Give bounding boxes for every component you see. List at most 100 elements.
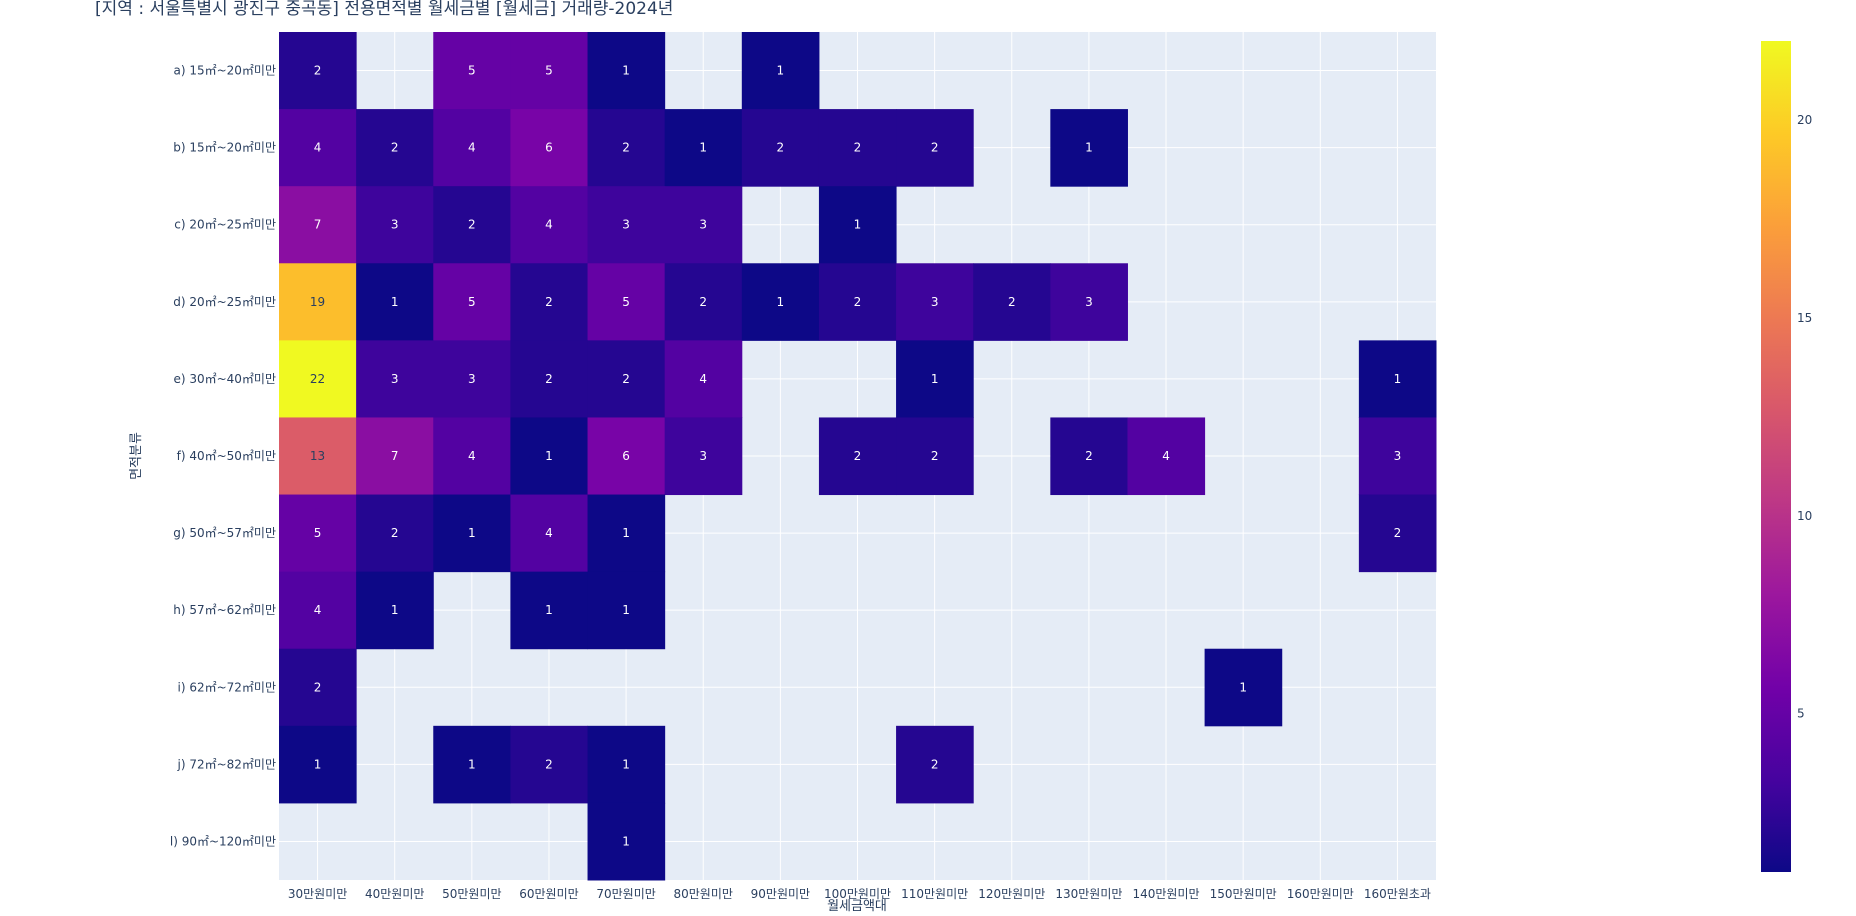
cell-value-label: 2 — [931, 449, 939, 463]
cell-value-label: 2 — [468, 218, 476, 232]
y-tick-label: i) 62㎡~72㎡미만 — [177, 680, 276, 694]
cell-value-label: 2 — [314, 64, 322, 78]
cell-value-label: 2 — [545, 295, 553, 309]
heatmap-cell — [279, 32, 357, 110]
cell-value-label: 1 — [622, 834, 630, 848]
colorbar-tick-label: 10 — [1797, 509, 1812, 523]
y-tick-label: b) 15㎡~20㎡미만 — [173, 141, 276, 155]
heatmap-cell — [587, 571, 666, 650]
cell-value-label: 13 — [310, 449, 325, 463]
heatmap-cell — [1050, 263, 1128, 341]
heatmap-cell — [664, 109, 743, 187]
y-tick-label: j) 72㎡~82㎡미만 — [176, 757, 276, 771]
heatmap-cell — [1050, 109, 1128, 187]
cell-value-label: 4 — [1162, 449, 1170, 463]
heatmap-cell — [896, 340, 974, 418]
heatmap-cell — [433, 725, 511, 804]
x-tick-label: 160만원초과 — [1364, 887, 1431, 901]
cell-value-label: 3 — [699, 449, 707, 463]
heatmap-cell — [587, 186, 666, 264]
cell-value-label: 4 — [468, 141, 476, 155]
y-axis-ticks: a) 15㎡~20㎡미만 b) 15㎡~20㎡미만 c) 20㎡~25㎡미만 d) 2… — [170, 64, 276, 849]
heatmap-cell — [356, 340, 434, 418]
heatmap-cell — [279, 340, 357, 418]
colorbar — [1761, 41, 1791, 872]
x-axis-ticks: 30만원미만 40만원미만 50만원미만 60만원미만 70만원미만 80만원미만 90만원… — [288, 887, 1431, 901]
heatmap-cell — [433, 109, 511, 187]
heatmap-cell — [1204, 648, 1283, 727]
heatmap-cell — [356, 186, 434, 264]
y-tick-label: l) 90㎡~120㎡미만 — [170, 834, 276, 848]
cell-value-label: 5 — [622, 295, 630, 309]
heatmap-cell — [587, 417, 666, 496]
cell-value-label: 1 — [391, 603, 399, 617]
cell-value-label: 2 — [1394, 526, 1402, 540]
cell-value-label: 3 — [391, 372, 399, 386]
cell-value-label: 2 — [545, 372, 553, 386]
cell-value-label: 2 — [391, 141, 399, 155]
cell-value-label: 2 — [391, 526, 399, 540]
cell-value-label: 2 — [545, 757, 553, 771]
heatmap-cell-labels: 2 5 5 1 14 2 4 6 2 1 2 2 2 17 3 2 4 3 3 119 1 5 2 5 2 1 2 3 2 322 3 3 2 2… — [310, 64, 1401, 849]
heatmap-cell — [510, 340, 589, 418]
heatmap-cell — [356, 109, 434, 187]
cell-value-label: 6 — [545, 141, 553, 155]
chart-title: [지역 : 서울특별시 광진구 중곡동] 전용면적별 월세금별 [월세금] 거래… — [95, 0, 673, 19]
cell-value-label: 4 — [314, 603, 322, 617]
cell-value-label: 7 — [391, 449, 399, 463]
heatmap-cell — [1050, 417, 1128, 496]
heatmap-cell — [818, 186, 897, 264]
cell-value-label: 1 — [545, 603, 553, 617]
cell-value-label: 19 — [310, 295, 325, 309]
cell-value-label: 1 — [699, 141, 707, 155]
heatmap-cell — [433, 263, 511, 341]
x-tick-label: 160만원미만 — [1287, 887, 1354, 901]
heatmap-cell — [818, 417, 897, 496]
cell-value-label: 1 — [1085, 141, 1093, 155]
heatmap-cell — [741, 263, 820, 341]
cell-value-label: 2 — [622, 141, 630, 155]
heatmap-cell — [433, 494, 511, 573]
y-tick-label: h) 57㎡~62㎡미만 — [173, 603, 276, 617]
y-tick-label: d) 20㎡~25㎡미만 — [173, 295, 276, 309]
heatmap-cell — [279, 571, 357, 650]
cell-value-label: 4 — [545, 218, 553, 232]
x-tick-label: 100만원미만 — [824, 887, 891, 901]
heatmap-cell — [973, 263, 1051, 341]
heatmap-cell — [356, 494, 434, 573]
cell-value-label: 1 — [468, 526, 476, 540]
cell-value-label: 6 — [622, 449, 630, 463]
cell-value-label: 5 — [468, 295, 476, 309]
heatmap-cell — [356, 263, 434, 341]
heatmap-cell — [741, 32, 820, 110]
cell-value-label: 2 — [854, 449, 862, 463]
x-tick-label: 50만원미만 — [442, 887, 501, 901]
heatmap-cell — [279, 648, 357, 727]
heatmap-cell — [279, 725, 357, 804]
cell-value-label: 2 — [699, 295, 707, 309]
heatmap-cell — [1127, 417, 1206, 496]
cell-value-label: 5 — [545, 64, 553, 78]
cell-value-label: 2 — [854, 141, 862, 155]
cell-value-label: 4 — [468, 449, 476, 463]
cell-value-label: 5 — [314, 526, 322, 540]
heatmap-cell — [356, 571, 434, 650]
heatmap-cell — [279, 109, 357, 187]
heatmap-cell — [587, 494, 666, 573]
heatmap-cell — [587, 109, 666, 187]
cell-value-label: 2 — [777, 141, 785, 155]
cell-value-label: 3 — [391, 218, 399, 232]
cell-value-label: 3 — [699, 218, 707, 232]
x-tick-label: 70만원미만 — [596, 887, 655, 901]
cell-value-label: 1 — [314, 757, 322, 771]
y-axis-title: 면적분류 — [129, 432, 144, 480]
cell-value-label: 1 — [1394, 372, 1402, 386]
cell-value-label: 4 — [314, 141, 322, 155]
cell-value-label: 4 — [545, 526, 553, 540]
colorbar-tick-label: 15 — [1797, 311, 1812, 325]
heatmap-cell — [587, 725, 666, 804]
cell-value-label: 1 — [622, 757, 630, 771]
heatmap-cell — [356, 417, 434, 496]
cell-value-label: 1 — [777, 64, 785, 78]
cell-value-label: 1 — [777, 295, 785, 309]
